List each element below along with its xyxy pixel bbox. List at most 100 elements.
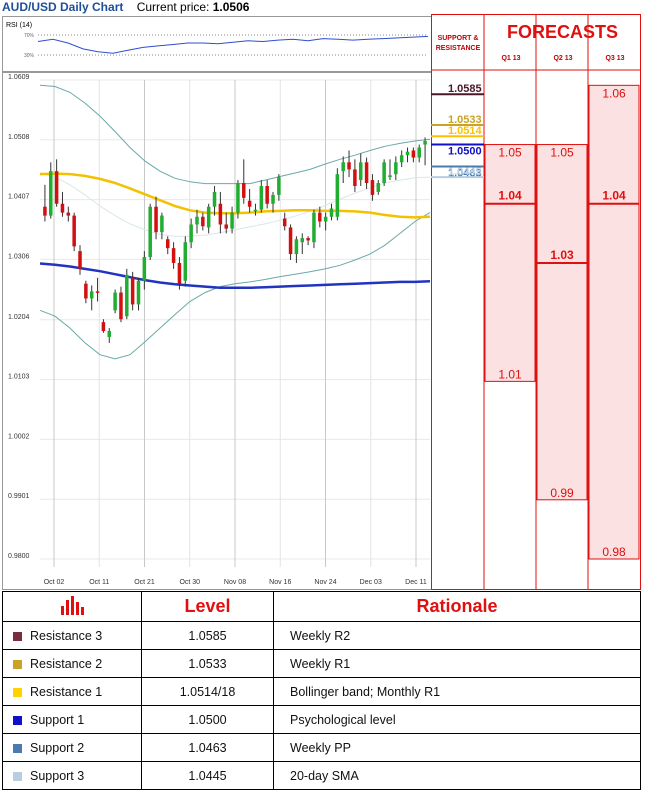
candle-body — [242, 183, 246, 198]
forecast-range-bar — [536, 144, 588, 501]
level-value: 1.0463 — [141, 733, 274, 762]
quarter-q2: Q2 13 — [553, 55, 573, 62]
candle-body — [370, 180, 375, 195]
chart-title: AUD/USD Daily Chart — [2, 0, 124, 14]
rsi-level-70: 70% — [24, 33, 35, 39]
y-tick-label: 1.0609 — [8, 74, 30, 81]
levels-table: Level Rationale Resistance 3 1.0585 Week… — [2, 591, 641, 790]
candle-body — [66, 212, 71, 216]
candle-body — [417, 147, 421, 158]
candle-body — [218, 203, 223, 225]
level-color-swatch — [13, 631, 22, 641]
level-value: 1.0445 — [141, 761, 274, 790]
candle-body — [335, 174, 340, 217]
candle-body — [119, 292, 123, 320]
grid — [40, 79, 430, 567]
sr-level-label: 1.0585 — [448, 83, 482, 95]
candle-body — [388, 175, 392, 178]
candle-body — [271, 194, 275, 204]
y-axis: 1.0609 1.0508 1.0407 1.0306 1.0204 1.0103 1.00… — [8, 74, 30, 560]
candle-body — [107, 331, 112, 337]
candle-body — [154, 206, 158, 233]
table-row: Support 1 1.0500 Psychological level — [2, 705, 641, 734]
candle-body — [300, 238, 305, 243]
rationale-header: Rationale — [273, 591, 641, 622]
candle-body — [201, 216, 205, 227]
candle-body — [277, 177, 281, 195]
candle-body — [423, 140, 427, 145]
forecast-bars: 1.05 1.04 1.01 1.05 1.03 0.99 1.06 1.04 0.98 — [484, 84, 640, 560]
candle-body — [318, 212, 322, 222]
level-color-swatch — [13, 743, 22, 753]
candle-body — [125, 274, 129, 317]
price-chart: 1.0609 1.0508 1.0407 1.0306 1.0204 1.0103 1.00… — [2, 72, 432, 590]
level-value: 1.0500 — [141, 705, 274, 734]
support-resistance-header: SUPPORT & RESISTANCE — [435, 35, 481, 52]
y-tick-label: 0.9800 — [8, 553, 30, 560]
level-color-swatch — [13, 659, 22, 669]
candle-body — [189, 224, 193, 243]
candle-body — [177, 262, 182, 284]
candle-body — [113, 292, 117, 311]
candle-body — [212, 191, 217, 207]
candle-body — [253, 209, 258, 212]
candle-body — [411, 150, 416, 158]
ma50-line — [39, 172, 431, 219]
forecast-mid-label: 1.03 — [550, 248, 574, 262]
candle-body — [353, 169, 357, 186]
forecast-low-label: 0.99 — [550, 486, 574, 500]
table-row: Resistance 1 1.0514/18 Bollinger band; M… — [2, 677, 641, 706]
level-name: Resistance 2 — [30, 656, 103, 671]
candle-body — [236, 183, 240, 213]
rsi-label: RSI (14) — [6, 22, 32, 29]
candle-body — [294, 239, 299, 255]
forecast-high-label: 1.05 — [498, 146, 522, 160]
bollinger-bands — [39, 84, 431, 360]
candle-body — [341, 162, 345, 172]
candle-body — [165, 239, 170, 249]
rsi-panel: RSI (14) 70% 30% — [2, 16, 432, 72]
sr-level-label: 1.0514 — [448, 125, 483, 137]
level-name: Support 1 — [30, 712, 85, 727]
x-tick-label: Oct 11 — [89, 579, 109, 586]
forecast-mid-label: 1.04 — [498, 189, 522, 203]
x-tick-label: Oct 21 — [134, 579, 155, 586]
candle-body — [148, 206, 152, 258]
y-tick-label: 1.0002 — [8, 433, 30, 440]
candle-body — [171, 248, 176, 263]
forecast-range-bar — [484, 144, 536, 382]
forecast-high-label: 1.06 — [602, 86, 626, 100]
candle-body — [230, 212, 234, 229]
candle-body — [347, 162, 351, 170]
candle-body — [54, 171, 59, 204]
candle-body — [160, 215, 164, 233]
rsi-level-30: 30% — [24, 53, 35, 59]
level-color-swatch — [13, 687, 22, 697]
bollinger-upper — [39, 84, 431, 185]
level-color-swatch — [13, 771, 22, 781]
x-tick-label: Dec 11 — [405, 579, 427, 586]
sr-level-label: 1.0445 — [448, 166, 482, 178]
candle-body — [259, 185, 264, 210]
candle-body — [405, 151, 410, 156]
x-tick-label: Nov 16 — [269, 579, 291, 586]
level-header: Level — [141, 591, 274, 622]
quarter-q3: Q3 13 — [605, 55, 625, 62]
x-tick-label: Nov 08 — [224, 579, 246, 586]
candle-body — [394, 162, 398, 175]
bollinger-mid — [39, 172, 431, 237]
level-name: Resistance 1 — [30, 684, 103, 699]
level-rationale: 20-day SMA — [273, 761, 641, 790]
bollinger-lower — [39, 212, 431, 360]
chart-frame — [2, 72, 432, 590]
bar-chart-icon — [61, 596, 84, 615]
candle-body — [376, 183, 381, 192]
candle-body — [206, 206, 211, 228]
x-axis: Oct 02 Oct 11 Oct 21 Oct 30 Nov 08 Nov 16 Nov … — [44, 579, 427, 586]
current-price-label: Current price: — [136, 0, 210, 14]
x-tick-label: Nov 24 — [314, 579, 336, 586]
level-rationale: Psychological level — [273, 705, 641, 734]
level-rationale: Weekly R2 — [273, 621, 641, 650]
candle-body — [130, 277, 135, 305]
